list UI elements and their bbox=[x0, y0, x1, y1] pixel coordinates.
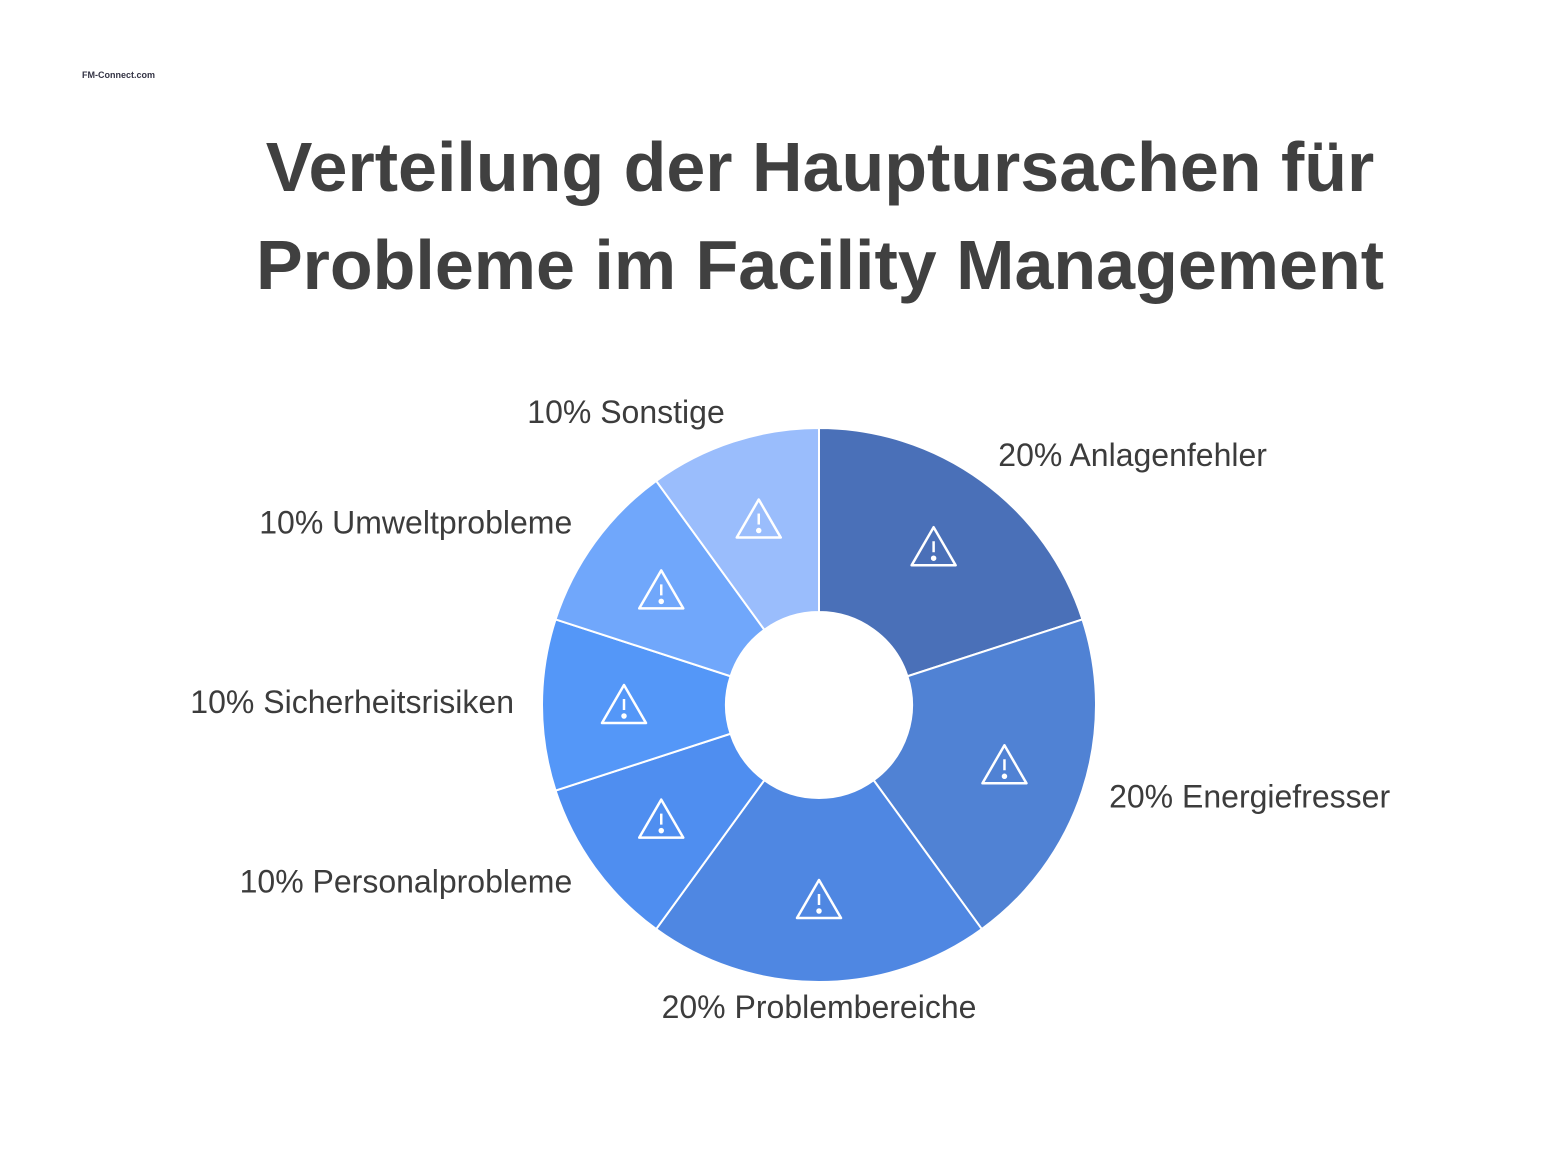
slice bbox=[654, 426, 820, 632]
slice-label: 10% Sonstige bbox=[527, 394, 724, 430]
icon-triangle bbox=[637, 798, 685, 839]
category-label: Energiefresser bbox=[1182, 779, 1390, 815]
icon-triangle bbox=[735, 498, 782, 539]
icon-dot bbox=[658, 598, 664, 605]
slice bbox=[554, 479, 766, 678]
category-label: Anlagenfehler bbox=[1069, 438, 1267, 474]
category-label: Sicherheitsrisiken bbox=[263, 684, 514, 720]
icon-triangle bbox=[910, 525, 957, 567]
icon-dot bbox=[658, 827, 664, 834]
chart-title: Verteilung der Hauptursachen für Problem… bbox=[255, 128, 1385, 304]
value-label: 10% bbox=[240, 864, 304, 900]
slice-icon bbox=[637, 569, 685, 610]
icon-dot bbox=[755, 527, 762, 534]
value-label: 10% bbox=[190, 684, 254, 720]
slice-label: 10% Personalprobleme bbox=[240, 864, 573, 900]
slice bbox=[818, 426, 1084, 678]
icon-triangle bbox=[981, 744, 1028, 785]
slice-label: 10% Umweltprobleme bbox=[259, 505, 572, 541]
icon-triangle bbox=[795, 878, 843, 920]
category-label: Problembereiche bbox=[735, 989, 977, 1025]
category-label: Umweltprobleme bbox=[332, 505, 572, 541]
icon-triangle bbox=[637, 569, 685, 610]
slice-label: 20% Anlagenfehler bbox=[998, 438, 1267, 474]
icon-dot bbox=[1001, 773, 1008, 780]
slice-label: 20% Problembereiche bbox=[662, 989, 977, 1025]
slice-icon bbox=[910, 525, 957, 567]
icon-dot bbox=[621, 713, 627, 719]
value-label: 10% bbox=[259, 505, 323, 541]
value-label: 20% bbox=[998, 438, 1062, 474]
slice-label: 10% Sicherheitsrisiken bbox=[190, 684, 514, 720]
slice-icon bbox=[600, 683, 648, 725]
value-label: 20% bbox=[662, 989, 726, 1025]
logo: FM-Connect.com bbox=[82, 70, 155, 80]
slice-icon bbox=[637, 798, 685, 839]
icon-triangle bbox=[600, 683, 648, 725]
slice-icon bbox=[735, 498, 782, 539]
slice-icon bbox=[981, 744, 1028, 785]
category-label: Sonstige bbox=[600, 394, 725, 430]
category-label: Personalprobleme bbox=[313, 864, 573, 900]
value-label: 10% bbox=[527, 394, 591, 430]
icon-dot bbox=[816, 908, 822, 914]
slice bbox=[872, 618, 1097, 931]
value-label: 20% bbox=[1109, 779, 1173, 815]
slice-label: 20% Energiefresser bbox=[1109, 779, 1390, 815]
icon-dot bbox=[930, 555, 937, 561]
slice-icon bbox=[795, 878, 843, 920]
